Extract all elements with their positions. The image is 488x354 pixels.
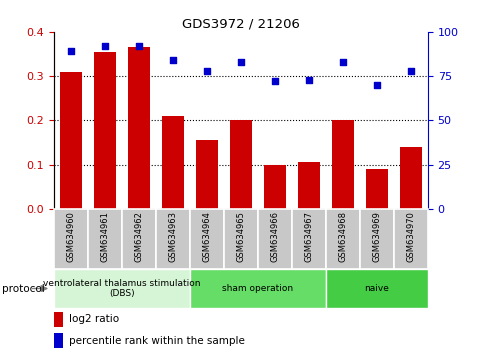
Point: [406, 68, 414, 74]
Text: GSM634966: GSM634966: [270, 211, 279, 262]
Bar: [122, 209, 156, 269]
Text: log2 ratio: log2 ratio: [69, 314, 119, 325]
Text: GSM634968: GSM634968: [338, 211, 346, 262]
Text: naive: naive: [364, 284, 388, 293]
Point: [135, 43, 142, 49]
Title: GDS3972 / 21206: GDS3972 / 21206: [182, 18, 299, 31]
Bar: [54, 269, 189, 308]
Bar: [54, 209, 88, 269]
Bar: [297, 162, 319, 209]
Bar: [263, 165, 285, 209]
Bar: [94, 52, 116, 209]
Point: [101, 43, 108, 49]
Text: GSM634967: GSM634967: [304, 211, 313, 262]
Bar: [156, 209, 189, 269]
Bar: [54, 312, 63, 327]
Text: sham operation: sham operation: [222, 284, 293, 293]
Bar: [88, 209, 122, 269]
Bar: [393, 209, 427, 269]
Bar: [257, 209, 291, 269]
Bar: [189, 209, 224, 269]
Point: [67, 48, 75, 54]
Bar: [365, 169, 387, 209]
Point: [338, 59, 346, 65]
Point: [236, 59, 244, 65]
Text: GSM634965: GSM634965: [236, 211, 245, 262]
Bar: [325, 209, 359, 269]
Bar: [229, 120, 251, 209]
Bar: [291, 209, 325, 269]
Point: [305, 77, 312, 82]
Bar: [399, 147, 421, 209]
Text: percentile rank within the sample: percentile rank within the sample: [69, 336, 244, 346]
Point: [203, 68, 210, 74]
Text: GSM634963: GSM634963: [168, 211, 177, 262]
Text: GSM634962: GSM634962: [134, 211, 143, 262]
Text: GSM634961: GSM634961: [100, 211, 109, 262]
Text: GSM634964: GSM634964: [202, 211, 211, 262]
Bar: [60, 72, 81, 209]
Bar: [331, 120, 353, 209]
Bar: [127, 47, 149, 209]
Bar: [359, 209, 393, 269]
Text: GSM634960: GSM634960: [66, 211, 75, 262]
Bar: [162, 116, 183, 209]
Text: GSM634970: GSM634970: [406, 211, 414, 262]
Text: ventrolateral thalamus stimulation
(DBS): ventrolateral thalamus stimulation (DBS): [43, 279, 200, 298]
Point: [270, 79, 278, 84]
Bar: [325, 269, 427, 308]
Bar: [195, 140, 218, 209]
Point: [168, 57, 176, 63]
Bar: [54, 333, 63, 348]
Bar: [224, 209, 257, 269]
Bar: [189, 269, 325, 308]
Point: [372, 82, 380, 88]
Text: protocol: protocol: [2, 284, 45, 293]
Text: GSM634969: GSM634969: [371, 211, 381, 262]
